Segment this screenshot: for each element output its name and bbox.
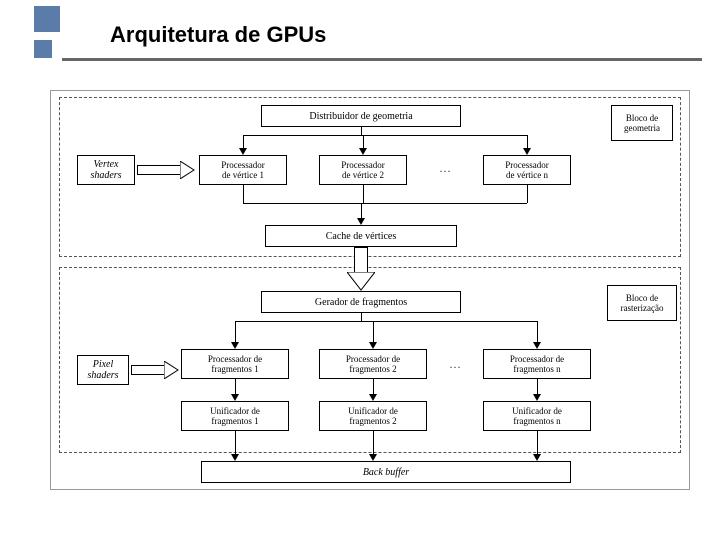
arrow-dist-pv2: [363, 135, 364, 149]
box-backbuffer: Back buffer: [201, 461, 571, 483]
box-uf2: Unificador defragmentos 2: [319, 401, 427, 431]
gpu-architecture-diagram: Bloco degeometria Bloco derasterização V…: [50, 90, 690, 490]
title-underline: [62, 58, 702, 61]
arrow-pvn-down: [527, 185, 528, 203]
arrow-ger-stub: [361, 313, 362, 321]
page-title: Arquitetura de GPUs: [110, 22, 326, 48]
box-pf2: Processador defragmentos 2: [319, 349, 427, 379]
arrow-pf2-uf2: [373, 379, 374, 395]
arrowhead-dist-pvn: [523, 148, 531, 155]
arrow-ufn-bb: [537, 431, 538, 455]
arrow-pv2-down: [363, 185, 364, 203]
blockarrow-pixel-shaders: [131, 361, 179, 379]
box-uf1: Unificador defragmentos 1: [181, 401, 289, 431]
arrowhead-ger-pf2: [369, 342, 377, 349]
arrow-dist-pv1: [243, 135, 244, 149]
label-bloco-raster: Bloco derasterização: [607, 285, 677, 321]
box-cache: Cache de vértices: [265, 225, 457, 247]
ellipsis-fragment: …: [449, 357, 461, 372]
arrow-ger-pf2: [373, 321, 374, 343]
arrowhead-pf2-uf2: [369, 394, 377, 401]
arrowhead-merge-cache: [357, 218, 365, 225]
arrow-merge-cache: [361, 203, 362, 219]
box-ufn: Unificador defragmentos n: [483, 401, 591, 431]
box-pv2: Processadorde vértice 2: [319, 155, 407, 185]
box-gerador: Gerador de fragmentos: [261, 291, 461, 313]
box-pvn: Processadorde vértice n: [483, 155, 571, 185]
arrow-ger-pf1: [235, 321, 236, 343]
box-pf1: Processador defragmentos 1: [181, 349, 289, 379]
ellipsis-vertex: …: [439, 161, 451, 176]
arrow-dist-stub: [361, 127, 362, 135]
label-vertex-shaders: Vertexshaders: [77, 155, 135, 185]
arrowhead-ger-pf1: [231, 342, 239, 349]
label-pixel-shaders: Pixelshaders: [77, 355, 129, 385]
arrow-pf1-uf1: [235, 379, 236, 395]
arrowhead-uf1-bb: [231, 454, 239, 461]
arrow-dist-fan: [243, 135, 527, 136]
arrowhead-pf1-uf1: [231, 394, 239, 401]
decor-square-large: [34, 6, 60, 32]
blockarrow-cache-gerador: [347, 247, 375, 291]
blockarrow-vertex-shaders: [137, 161, 195, 179]
box-distribuidor: Distribuidor de geometria: [261, 105, 461, 127]
arrow-uf2-bb: [373, 431, 374, 455]
arrow-ger-pfn: [537, 321, 538, 343]
label-bloco-geometria: Bloco degeometria: [611, 105, 673, 141]
arrow-pv1-down: [243, 185, 244, 203]
arrow-pfn-ufn: [537, 379, 538, 395]
box-pv1: Processadorde vértice 1: [199, 155, 287, 185]
arrowhead-ufn-bb: [533, 454, 541, 461]
box-pfn: Processador defragmentos n: [483, 349, 591, 379]
arrowhead-dist-pv1: [239, 148, 247, 155]
arrowhead-dist-pv2: [359, 148, 367, 155]
arrowhead-pfn-ufn: [533, 394, 541, 401]
arrow-pv-merge: [243, 203, 527, 204]
decor-square-small: [34, 40, 52, 58]
arrow-uf1-bb: [235, 431, 236, 455]
arrowhead-ger-pfn: [533, 342, 541, 349]
arrowhead-uf2-bb: [369, 454, 377, 461]
arrow-ger-fan: [235, 321, 537, 322]
arrow-dist-pvn: [527, 135, 528, 149]
